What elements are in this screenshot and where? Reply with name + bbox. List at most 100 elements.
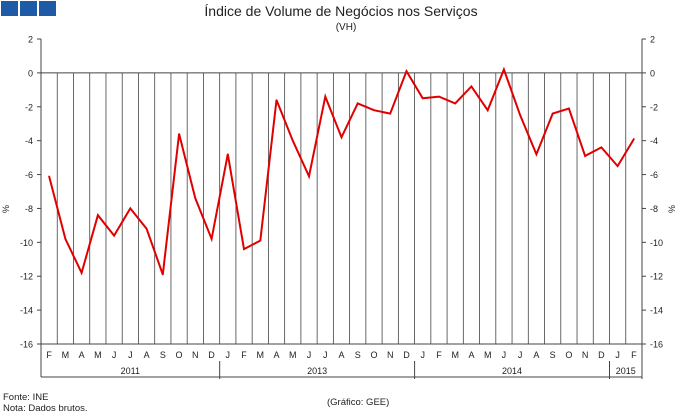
- data-point: [243, 248, 245, 250]
- x-tick-label: M: [451, 350, 459, 360]
- data-point: [421, 97, 424, 100]
- data-point: [80, 272, 83, 274]
- data-point: [470, 85, 473, 88]
- data-point: [389, 112, 392, 115]
- data-point: [503, 68, 505, 71]
- x-tick-label: J: [615, 350, 620, 360]
- x-tick-label: J: [112, 350, 117, 360]
- source-note: Fonte: INE: [3, 392, 49, 403]
- x-tick-label: J: [420, 350, 425, 360]
- data-point: [568, 107, 570, 110]
- x-tick-label: N: [387, 350, 394, 360]
- x-tick-label: A: [338, 350, 344, 360]
- data-point: [162, 273, 164, 276]
- data-point: [145, 227, 148, 230]
- x-tick-label: N: [192, 350, 199, 360]
- year-label: 2014: [502, 366, 522, 376]
- x-tick-label: F: [436, 350, 442, 360]
- chart-title: Índice de Volume de Negócios nos Serviço…: [204, 3, 477, 19]
- chart-subtitle: (VH): [336, 22, 357, 33]
- data-point: [226, 153, 229, 156]
- x-tick-label: S: [355, 350, 361, 360]
- x-tick-label: A: [79, 350, 85, 360]
- y-tick-label-right: -14: [650, 306, 663, 316]
- x-tick-label: J: [502, 350, 507, 360]
- x-tick-label: O: [176, 350, 183, 360]
- y-tick-label-right: -12: [650, 272, 663, 282]
- x-tick-label: S: [160, 350, 166, 360]
- data-point: [97, 214, 99, 217]
- x-tick-label: A: [144, 350, 150, 360]
- x-tick-label: J: [307, 350, 312, 360]
- ine-logo-icon: [1, 1, 56, 16]
- x-tick-label: S: [550, 350, 556, 360]
- data-point: [178, 133, 180, 135]
- x-tick-label: M: [289, 350, 297, 360]
- y-tick-label-left: -10: [20, 238, 33, 248]
- x-tick-label: J: [323, 350, 328, 360]
- data-point: [259, 239, 262, 242]
- data-point: [633, 138, 635, 140]
- y-tick-label-left: -8: [25, 204, 33, 214]
- year-label: 2015: [616, 366, 636, 376]
- data-point: [356, 102, 359, 105]
- data-point: [486, 109, 489, 111]
- y-tick-label-right: -4: [650, 136, 658, 146]
- x-tick-label: D: [598, 350, 605, 360]
- y-tick-label-right: 2: [650, 35, 655, 45]
- y-tick-label-right: 0: [650, 68, 655, 78]
- y-tick-label-left: 2: [28, 35, 33, 45]
- x-tick-label: J: [128, 350, 133, 360]
- logo-square: [1, 1, 18, 16]
- x-tick-label: M: [94, 350, 102, 360]
- data-point: [210, 238, 213, 240]
- x-tick-label: J: [226, 350, 231, 360]
- year-label: 2011: [121, 366, 140, 376]
- data-point: [616, 165, 619, 167]
- y-axis-label-right: %: [667, 205, 677, 213]
- data-point: [454, 102, 457, 105]
- y-tick-label-right: -16: [650, 340, 663, 350]
- data-point: [324, 95, 327, 98]
- data-point: [519, 114, 521, 117]
- x-tick-label: M: [62, 350, 70, 360]
- x-tick-label: A: [274, 350, 280, 360]
- y-tick-label-right: -6: [650, 170, 658, 180]
- x-tick-label: A: [468, 350, 474, 360]
- y-tick-label-left: -12: [20, 272, 33, 282]
- data-point: [551, 112, 554, 115]
- y-tick-label-right: -10: [650, 238, 663, 248]
- y-tick-label-left: -14: [20, 306, 33, 316]
- x-tick-label: D: [208, 350, 215, 360]
- y-axis-label-left: %: [1, 205, 11, 213]
- data-point: [340, 136, 343, 139]
- chart-credit: (Gráfico: GEE): [327, 397, 390, 408]
- data-point: [535, 153, 538, 156]
- data-point: [584, 155, 586, 157]
- data-point: [308, 175, 310, 178]
- data-point: [405, 70, 408, 72]
- y-tick-label-left: -16: [20, 340, 33, 350]
- x-tick-label: M: [484, 350, 492, 360]
- data-point: [600, 146, 603, 149]
- x-tick-label: N: [582, 350, 589, 360]
- x-tick-label: F: [631, 350, 637, 360]
- x-tick-label: J: [518, 350, 523, 360]
- x-tick-label: D: [403, 350, 410, 360]
- x-tick-label: F: [241, 350, 247, 360]
- x-tick-label: A: [533, 350, 539, 360]
- data-note: Nota: Dados brutos.: [3, 403, 88, 414]
- series-line-vh: [48, 66, 635, 276]
- data-point: [438, 95, 440, 98]
- y-tick-label-right: -8: [650, 204, 658, 214]
- x-tick-label: O: [370, 350, 377, 360]
- y-tick-label-left: -4: [25, 136, 33, 146]
- y-tick-label-right: -2: [650, 102, 658, 112]
- x-tick-label: O: [565, 350, 572, 360]
- year-label: 2013: [307, 366, 327, 376]
- x-tick-label: M: [257, 350, 265, 360]
- data-point: [291, 139, 294, 142]
- data-point: [194, 197, 197, 200]
- logo-square: [20, 1, 37, 16]
